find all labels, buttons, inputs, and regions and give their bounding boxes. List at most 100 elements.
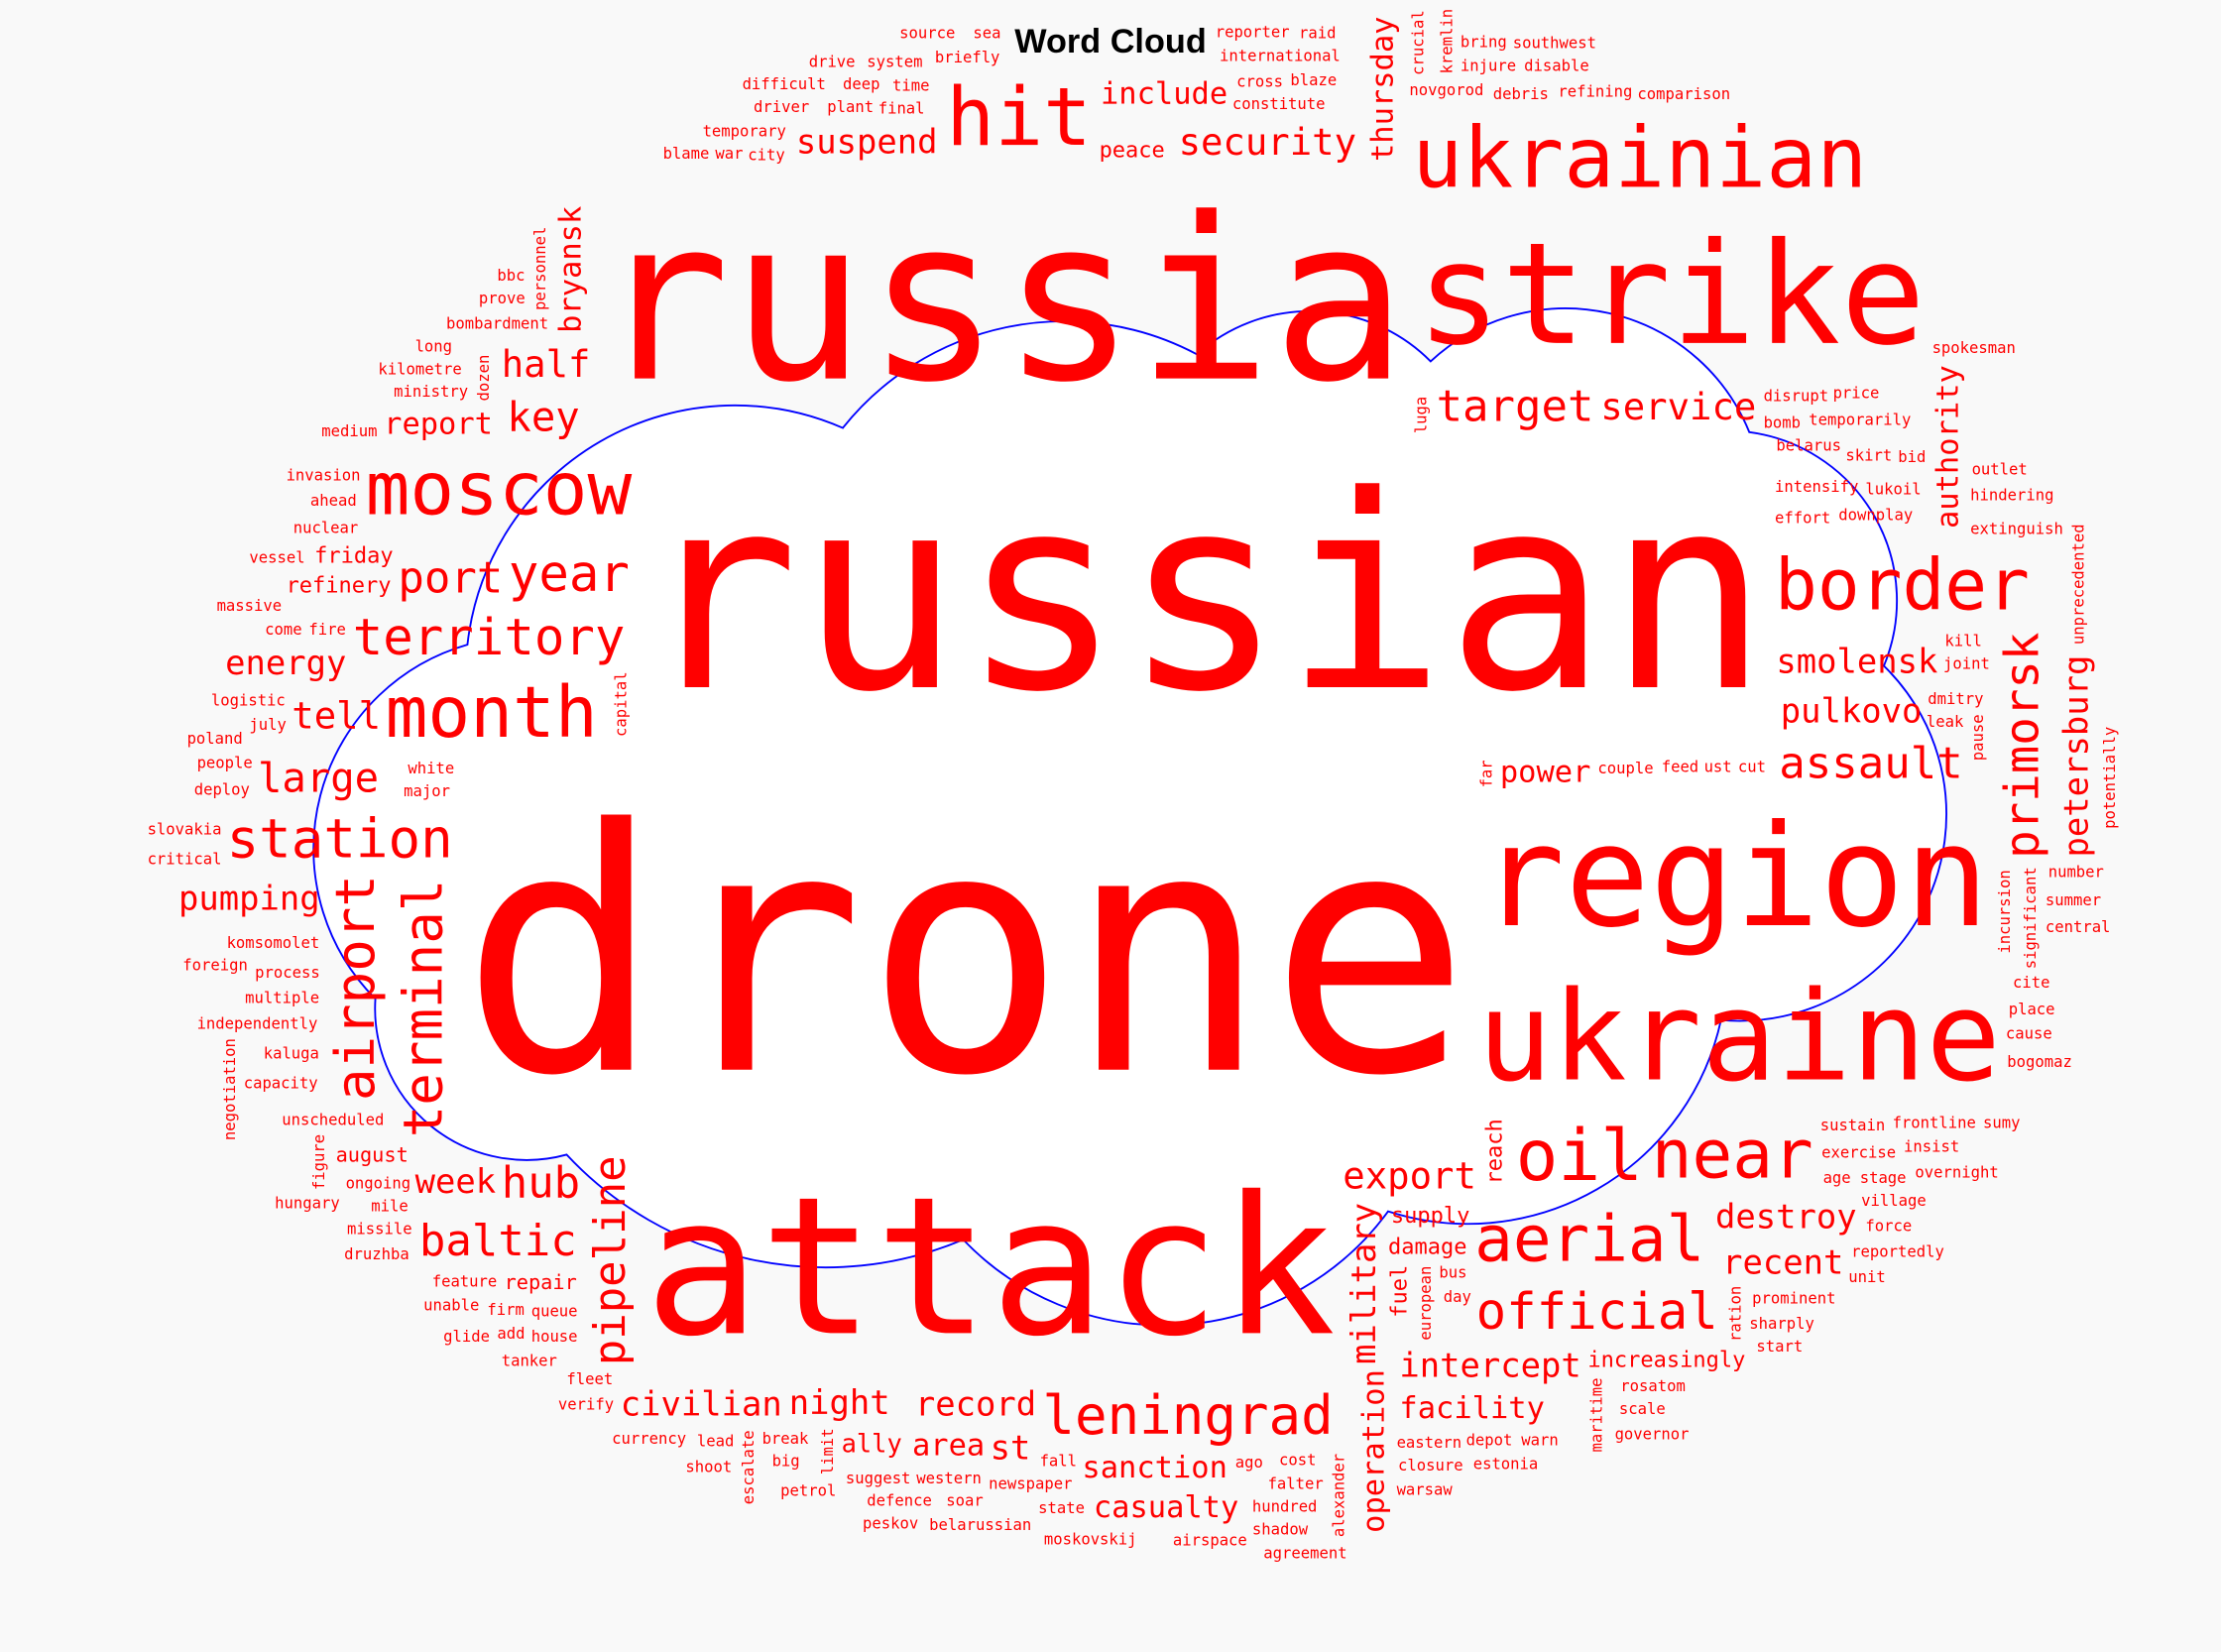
word-vessel: vessel bbox=[249, 548, 304, 566]
word-ministry: ministry bbox=[394, 383, 468, 401]
word-month: month bbox=[386, 671, 598, 754]
word-bus: bus bbox=[1439, 1264, 1466, 1282]
word-moscow: moscow bbox=[366, 446, 633, 532]
word-nuclear: nuclear bbox=[293, 519, 359, 536]
word-skirt: skirt bbox=[1845, 446, 1892, 464]
word-feed: feed bbox=[1662, 759, 1698, 776]
word-official: official bbox=[1476, 1282, 1718, 1341]
word-disable: disable bbox=[1524, 58, 1589, 75]
word-place: place bbox=[2009, 1001, 2055, 1018]
word-temporarily: temporarily bbox=[1809, 412, 1911, 429]
word-negotiation: negotiation bbox=[221, 1038, 239, 1140]
word-security: security bbox=[1179, 120, 1357, 164]
word-maritime: maritime bbox=[1588, 1377, 1606, 1452]
word-petersburg: petersburg bbox=[2057, 655, 2096, 858]
word-european: european bbox=[1417, 1266, 1435, 1341]
word-multiple: multiple bbox=[245, 990, 319, 1007]
word-russian: russian bbox=[638, 438, 1769, 751]
word-alexander: alexander bbox=[1331, 1454, 1348, 1537]
word-night: night bbox=[789, 1383, 890, 1422]
word-warn: warn bbox=[1521, 1431, 1558, 1449]
word-st: st bbox=[991, 1429, 1031, 1468]
word-refinery: refinery bbox=[287, 573, 392, 598]
word-record: record bbox=[915, 1384, 1036, 1423]
word-assault: assault bbox=[1779, 738, 1962, 788]
word-year: year bbox=[509, 544, 630, 603]
word-spokesman: spokesman bbox=[1932, 339, 2016, 357]
word-cost: cost bbox=[1279, 1451, 1316, 1469]
word-queue: queue bbox=[531, 1302, 578, 1320]
chart-title: Word Cloud bbox=[1014, 23, 1207, 60]
word-house: house bbox=[531, 1328, 578, 1346]
word-kremlin: kremlin bbox=[1438, 9, 1456, 74]
word-summer: summer bbox=[2046, 891, 2101, 909]
word-briefly: briefly bbox=[935, 49, 1000, 66]
word-cause: cause bbox=[2006, 1024, 2052, 1042]
word-reporter: reporter bbox=[1216, 23, 1290, 41]
word-cross: cross bbox=[1236, 72, 1283, 90]
word-hungary: hungary bbox=[275, 1195, 340, 1213]
word-sharply: sharply bbox=[1749, 1315, 1814, 1333]
word-deploy: deploy bbox=[194, 781, 250, 799]
word-overnight: overnight bbox=[1915, 1163, 1998, 1181]
word-region: region bbox=[1480, 794, 1989, 959]
word-key: key bbox=[507, 393, 579, 440]
word-war: war bbox=[715, 145, 743, 163]
word-scale: scale bbox=[1619, 1400, 1666, 1418]
word-joint: joint bbox=[1943, 654, 1990, 672]
word-operation: operation bbox=[1357, 1369, 1392, 1533]
word-age: age bbox=[1823, 1169, 1851, 1187]
word-defence: defence bbox=[867, 1492, 932, 1510]
word-ust: ust bbox=[1704, 759, 1732, 776]
word-insist: insist bbox=[1904, 1138, 1959, 1156]
word-tanker: tanker bbox=[502, 1352, 557, 1369]
word-start: start bbox=[1756, 1338, 1803, 1356]
word-airspace: airspace bbox=[1173, 1532, 1247, 1550]
word-fall: fall bbox=[1040, 1453, 1077, 1471]
word-july: july bbox=[249, 716, 286, 734]
word-civilian: civilian bbox=[621, 1384, 782, 1423]
word-downplay: downplay bbox=[1838, 506, 1913, 524]
word-week: week bbox=[415, 1162, 497, 1201]
word-currency: currency bbox=[612, 1430, 686, 1448]
word-peskov: peskov bbox=[863, 1515, 918, 1533]
word-august: august bbox=[336, 1143, 409, 1167]
word-unscheduled: unscheduled bbox=[282, 1111, 384, 1128]
word-bid: bid bbox=[1898, 448, 1926, 466]
word-injure: injure bbox=[1461, 58, 1516, 75]
word-unprecedented: unprecedented bbox=[2069, 524, 2087, 645]
word-potentially: potentially bbox=[2101, 727, 2119, 829]
word-far: far bbox=[1477, 760, 1495, 787]
word-mile: mile bbox=[371, 1198, 408, 1216]
word-intensify: intensify bbox=[1775, 478, 1858, 496]
word-power: power bbox=[1500, 756, 1591, 790]
word-oil: oil bbox=[1516, 1115, 1643, 1197]
word-raid: raid bbox=[1299, 25, 1336, 43]
word-sumy: sumy bbox=[1983, 1114, 2020, 1131]
word-medium: medium bbox=[321, 422, 377, 440]
word-increasingly: increasingly bbox=[1587, 1349, 1745, 1373]
word-leningrad: leningrad bbox=[1042, 1384, 1333, 1447]
word-report: report bbox=[384, 407, 493, 441]
word-russia: russia bbox=[595, 170, 1407, 432]
word-service: service bbox=[1600, 385, 1756, 428]
word-smolensk: smolensk bbox=[1776, 643, 1937, 681]
word-fire: fire bbox=[308, 621, 345, 639]
word-unit: unit bbox=[1848, 1268, 1885, 1286]
word-casualty: casualty bbox=[1094, 1490, 1238, 1525]
word-people: people bbox=[197, 754, 253, 771]
word-deep: deep bbox=[843, 75, 879, 93]
word-price: price bbox=[1833, 385, 1880, 403]
word-limit: limit bbox=[819, 1428, 837, 1475]
word-logistic: logistic bbox=[211, 692, 286, 710]
word-target: target bbox=[1437, 381, 1594, 431]
word-personnel: personnel bbox=[531, 227, 549, 310]
word-ukrainian: ukrainian bbox=[1412, 109, 1867, 207]
word-reach: reach bbox=[1482, 1119, 1507, 1184]
word-add: add bbox=[497, 1325, 525, 1343]
word-couple: couple bbox=[1597, 760, 1653, 777]
word-blaze: blaze bbox=[1290, 71, 1337, 89]
word-fuel: fuel bbox=[1388, 1265, 1413, 1318]
word-verify: verify bbox=[558, 1396, 614, 1414]
word-plant: plant bbox=[827, 98, 874, 116]
